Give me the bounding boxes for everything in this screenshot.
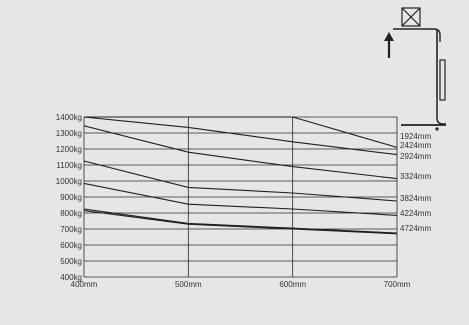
- x-tick-label: 400mm: [71, 280, 98, 289]
- y-tick-label: 700kg: [60, 225, 82, 234]
- series-label: 3824mm: [400, 194, 431, 203]
- series-line-6: [83, 210, 398, 235]
- series-line-1: [83, 116, 398, 156]
- series-label: 2424mm: [400, 141, 431, 150]
- series-label: 2924mm: [400, 152, 431, 161]
- series-line-0: [84, 116, 398, 148]
- series-label: 1924mm: [400, 132, 431, 141]
- y-tick-label: 1400kg: [56, 113, 82, 122]
- y-tick-label: 1200kg: [56, 145, 82, 154]
- y-axis-tick-labels: 400kg 500kg 600kg 700kg 800kg 900kg 1000kg 1100…: [56, 113, 82, 282]
- series-line-5: [83, 208, 398, 234]
- y-tick-label: 800kg: [60, 209, 82, 218]
- series-label: 3324mm: [400, 172, 431, 181]
- box-x-icon: [401, 7, 421, 27]
- y-tick-label: 400kg: [60, 273, 82, 282]
- y-tick-label: 1000kg: [56, 177, 82, 186]
- series-label: 4724mm: [400, 224, 431, 233]
- series-line-4: [83, 182, 398, 216]
- y-tick-label: 500kg: [60, 257, 82, 266]
- y-tick-label: 900kg: [60, 193, 82, 202]
- y-tick-label: 1100kg: [56, 161, 82, 170]
- y-tick-label: 600kg: [60, 241, 82, 250]
- y-tick-label: 1300kg: [56, 129, 82, 138]
- x-tick-label: 500mm: [175, 280, 202, 289]
- x-tick-label: 600mm: [279, 280, 306, 289]
- x-axis-tick-labels: 400mm 500mm 600mm 700mm: [71, 280, 411, 289]
- series-label: 4224mm: [400, 209, 431, 218]
- fork-mast-icon: [393, 28, 446, 131]
- series-line-2: [83, 125, 398, 180]
- arrow-up-icon: [384, 32, 394, 58]
- chart-series: [83, 116, 398, 235]
- series-line-3: [83, 160, 398, 202]
- x-tick-label: 700mm: [384, 280, 411, 289]
